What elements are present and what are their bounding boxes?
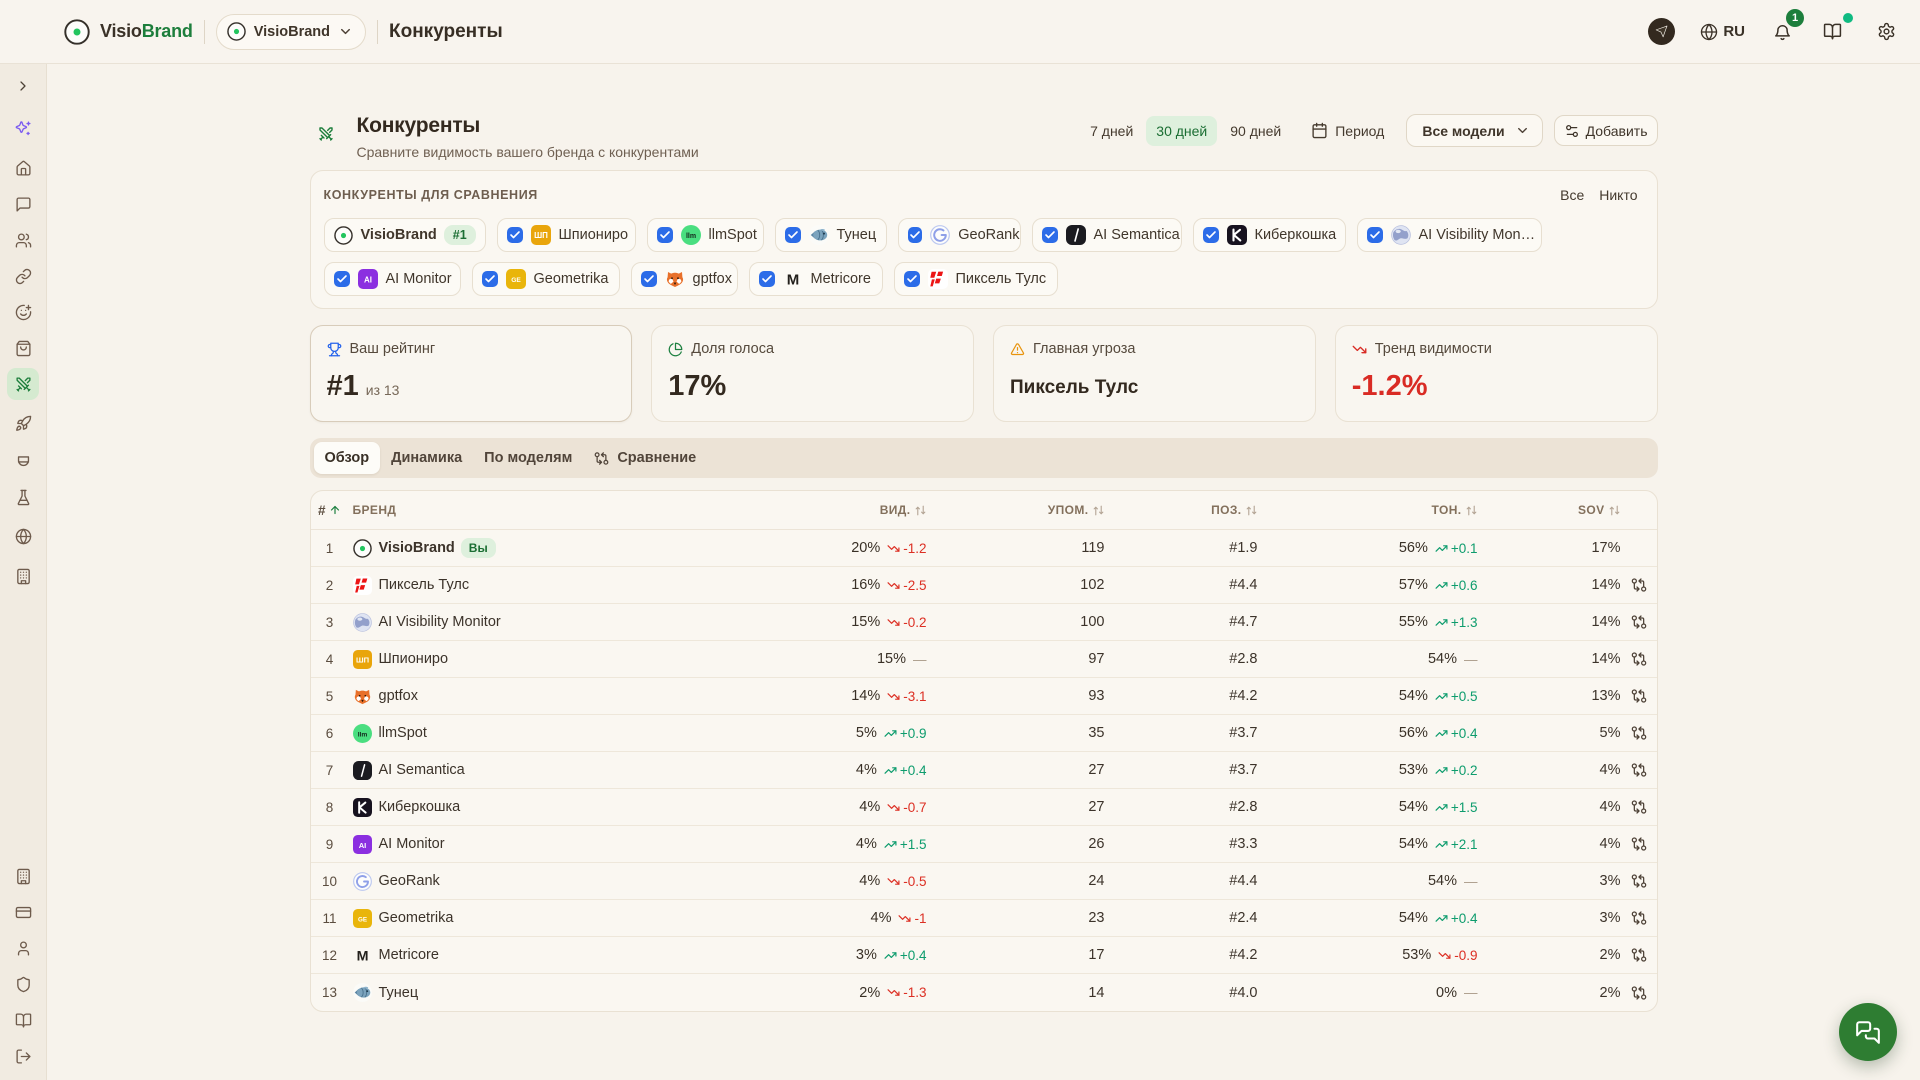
svg-text:GE: GE (357, 916, 366, 923)
svg-text:M: M (786, 271, 799, 288)
svg-text:AI: AI (358, 840, 366, 849)
svg-text:AI: AI (364, 276, 372, 285)
svg-text:M: M (356, 948, 368, 964)
svg-text:ШП: ШП (534, 231, 548, 240)
svg-text:ШП: ШП (355, 655, 368, 664)
svg-text:GE: GE (511, 277, 521, 284)
svg-text:llm: llm (357, 731, 367, 738)
svg-text:llm: llm (685, 233, 695, 240)
